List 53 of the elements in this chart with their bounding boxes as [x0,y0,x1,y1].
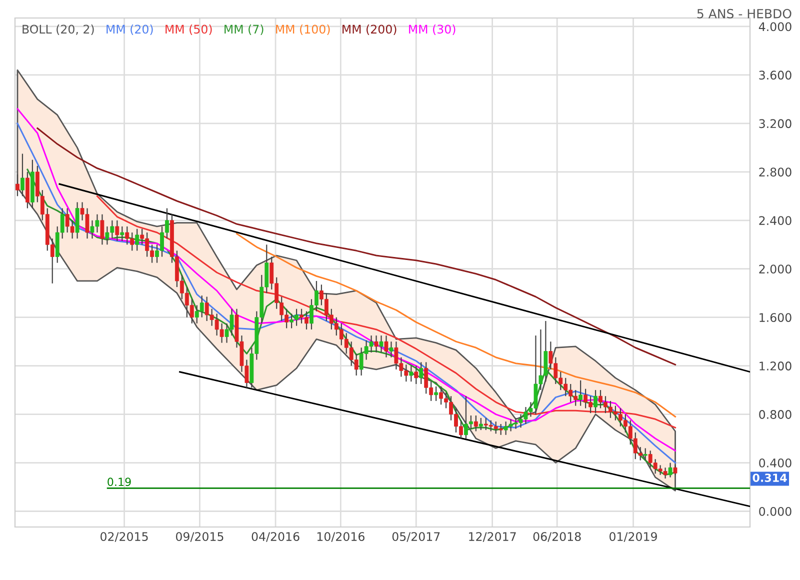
y-tick-label: 0.000 [759,506,792,516]
text: MM (20) [106,24,153,36]
candlestick [20,153,24,197]
ref-line-label: 0.19 [108,478,131,486]
x-tick-label: 05/2017 [392,532,440,542]
annotation: 5 ANS - HEBDO [697,8,792,18]
line-series [36,128,676,366]
candlestick [478,417,483,431]
y-tick-label: 0.800 [759,410,792,419]
text: MM (200) [342,24,396,36]
candlestick [135,228,140,252]
candlestick [643,448,648,461]
text: 0.314 [752,474,787,482]
x-tick-label: 12/2017 [469,532,516,542]
x-tick-label: 02/2015 [100,532,148,542]
candlestick [578,380,583,406]
x-tick-label: 09/2015 [176,532,224,542]
candlestick [374,334,378,354]
y-tick-label: 1.600 [760,313,792,322]
y-tick-label: 2.400 [759,216,792,226]
candlestick [100,214,104,246]
y-tick-label: 1.200 [760,362,792,370]
y-tick-label: 0.400 [759,458,792,468]
line-series [236,232,676,418]
candlestick [668,462,672,478]
y-tick-label: 4.000 [758,22,792,32]
candlestick [414,365,418,385]
candlestick [384,334,388,358]
y-tick-label: 2.000 [759,264,792,274]
candlestick [434,386,438,402]
y-tick-label: 2.800 [759,168,792,177]
x-tick-label: 06/2018 [533,532,581,542]
y-tick-label: 3.600 [759,70,792,80]
text: MM (100) [276,24,330,36]
x-tick-label: 04/2016 [252,532,300,542]
text: MM (50) [166,24,212,36]
candlestick [389,341,394,358]
candlestick [16,174,20,197]
candlestick [120,226,124,242]
y-tick-label: 3.200 [759,119,792,128]
candlestick [115,220,120,242]
line-series [96,195,676,428]
candlestick [673,464,678,476]
text: MM (30) [409,24,456,36]
text: MM (7) [224,24,264,36]
legend-title: BOLL (20, 2) [22,24,94,36]
candlestick [379,334,384,354]
candlestick [474,414,478,432]
x-tick-label: 10/2016 [317,532,364,542]
candlestick [409,365,414,382]
candlestick [419,362,424,385]
candlestick [594,390,598,414]
x-tick-label: 01/2019 [610,532,657,542]
